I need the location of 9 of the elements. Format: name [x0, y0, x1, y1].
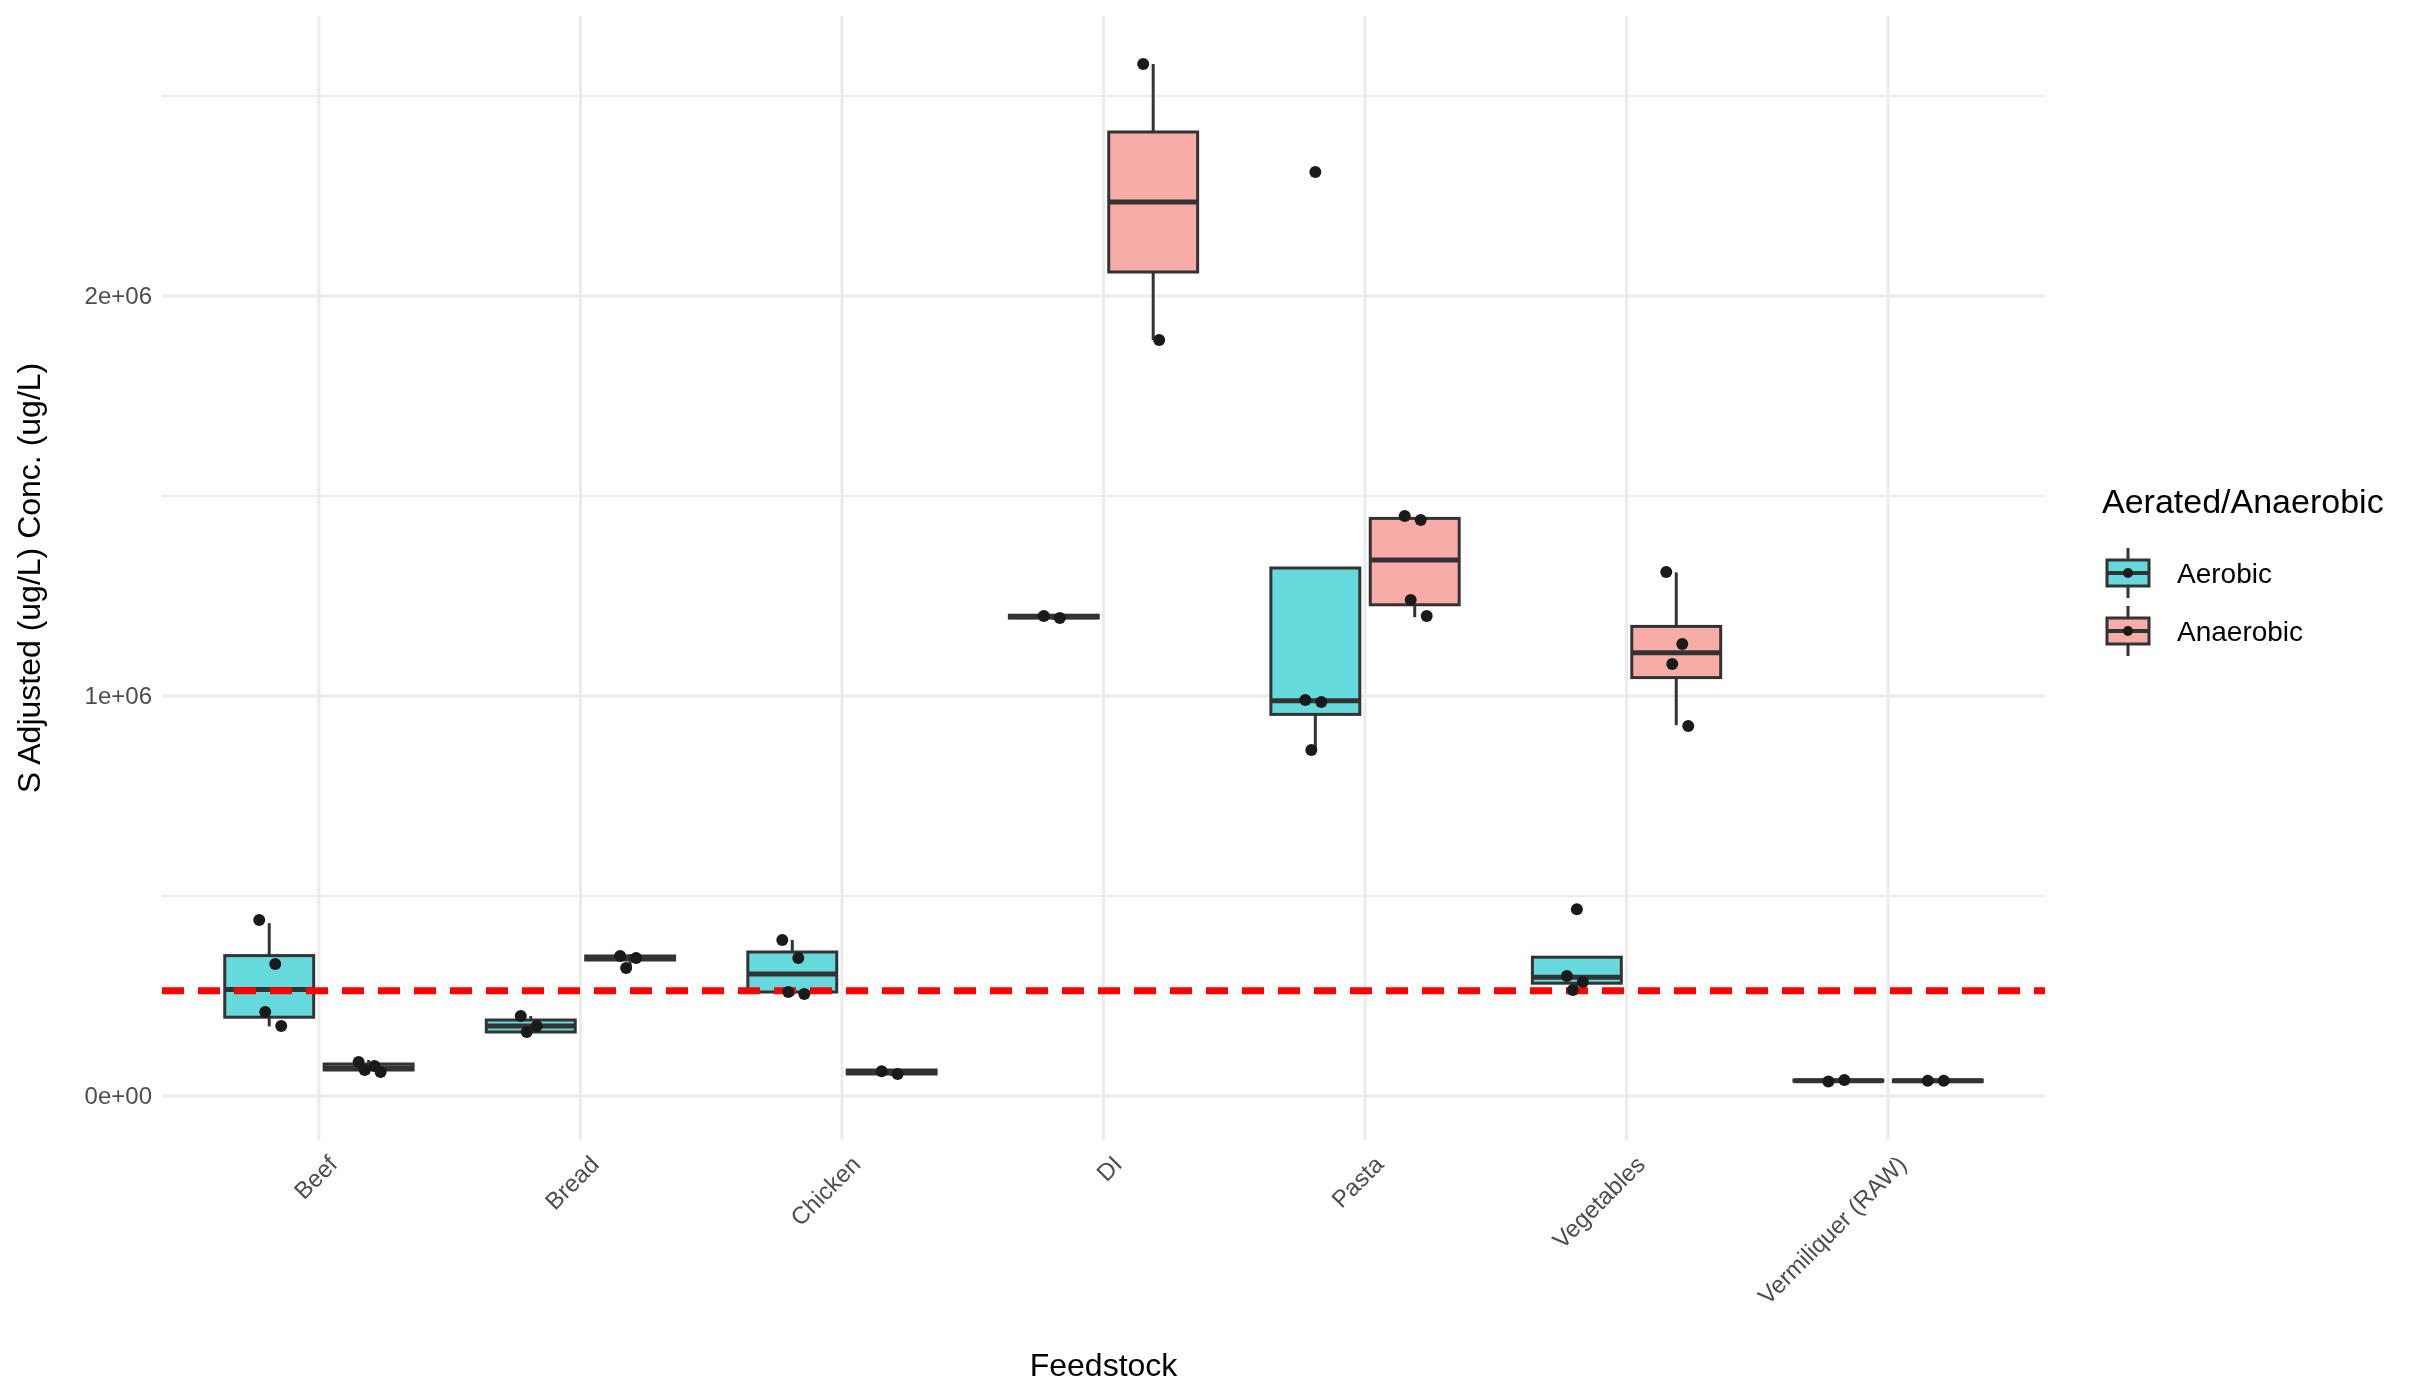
- legend-title: Aerated/Anaerobic: [2102, 482, 2384, 520]
- y-tick-label: 1e+06: [84, 682, 152, 710]
- x-tick-label: DI: [1090, 1150, 1127, 1187]
- y-tick-label: 2e+06: [84, 282, 152, 310]
- legend-label: Anaerobic: [2177, 615, 2304, 647]
- x-axis-title: Feedstock: [1029, 1347, 1179, 1379]
- legend-label: Aerobic: [2177, 557, 2272, 589]
- y-tick-label: 0e+00: [84, 1082, 152, 1110]
- y-axis-title: S Adjusted (ug/L) Conc. (ug/L): [11, 362, 47, 794]
